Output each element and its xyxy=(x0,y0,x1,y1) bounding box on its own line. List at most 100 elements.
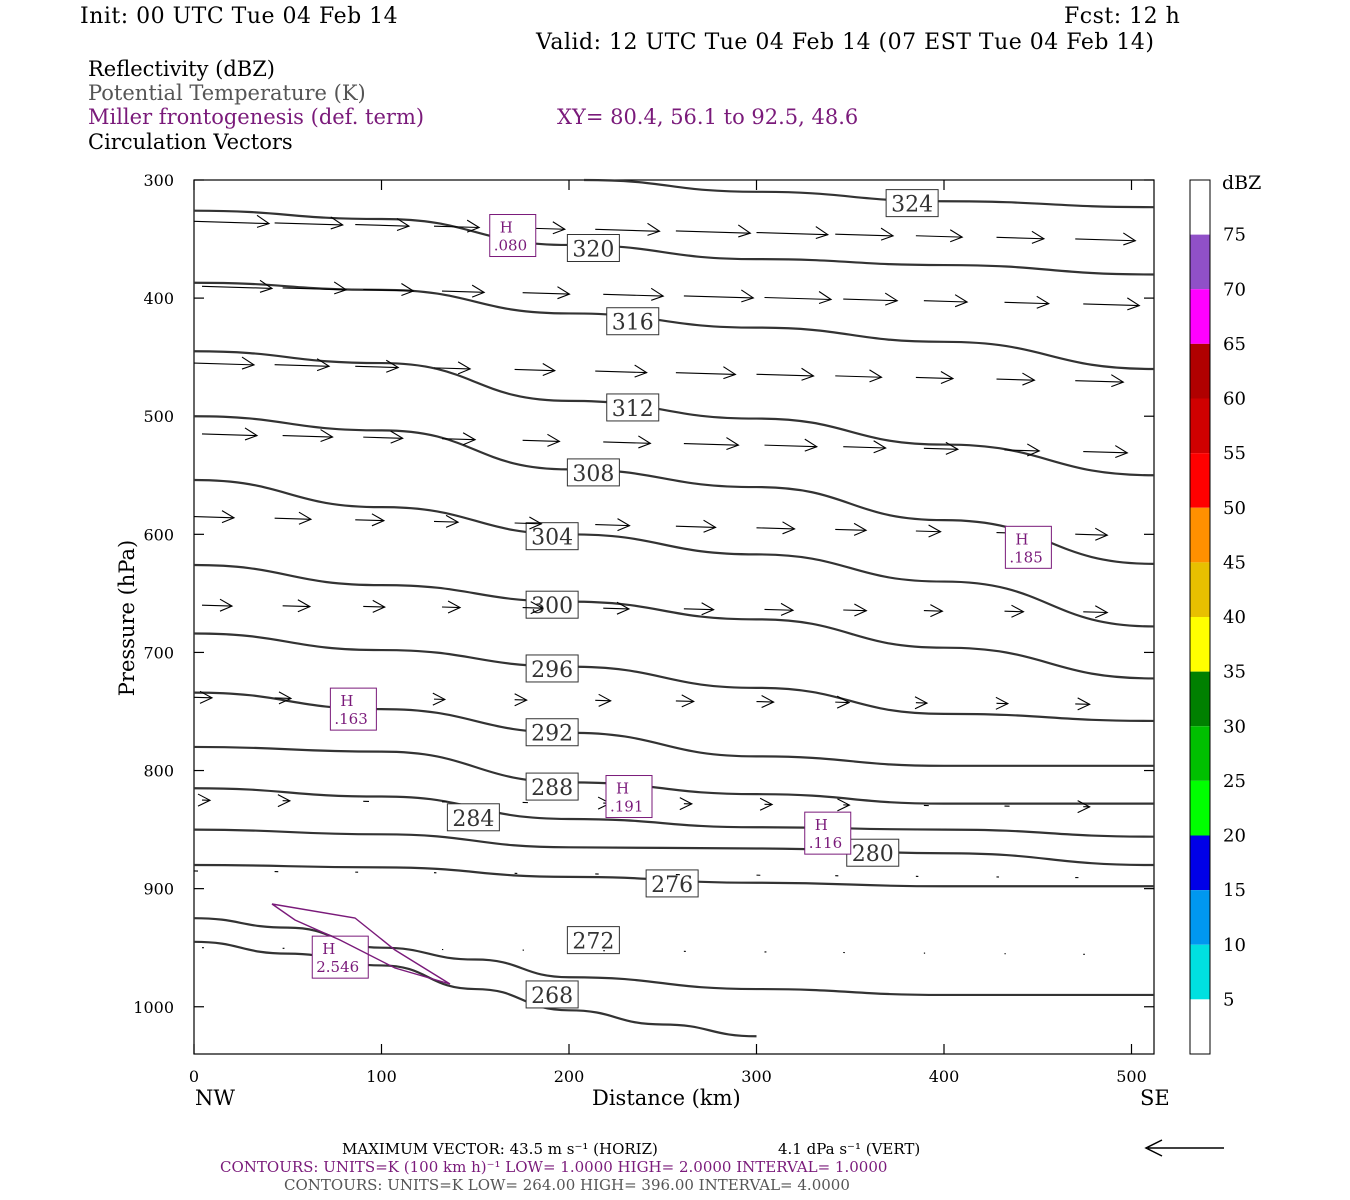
vector-arrowhead xyxy=(471,284,486,298)
vector-arrow xyxy=(603,607,629,610)
vector-arrow xyxy=(282,434,333,438)
vector-arrow xyxy=(193,516,235,519)
vector-arrowhead xyxy=(759,797,774,811)
field-miller: Miller frontogenesis (def. term) xyxy=(88,105,425,129)
vector-arrow xyxy=(595,370,647,374)
vector-arrow xyxy=(595,228,660,232)
vector-arrow xyxy=(201,285,273,289)
vector-arrow xyxy=(522,607,543,609)
x-tick-label: 500 xyxy=(1116,1067,1147,1086)
y-tick-label: 600 xyxy=(143,525,174,544)
vector-arrow xyxy=(675,525,716,528)
vector-arrow xyxy=(675,700,694,702)
vector-arrowhead xyxy=(837,798,851,812)
vector-arrowhead xyxy=(836,695,851,709)
vector-arrowhead xyxy=(514,693,528,707)
vector-arrow xyxy=(996,378,1035,381)
theta-contour-268 xyxy=(193,940,757,1038)
vector-arrowhead xyxy=(954,294,969,308)
vector-arrow xyxy=(683,608,714,611)
x-tick-label: 0 xyxy=(189,1067,199,1086)
vector-arrowhead xyxy=(1011,604,1025,618)
vector-arrowhead xyxy=(447,600,462,614)
vector-arrow xyxy=(522,292,570,295)
theta-label-box xyxy=(846,838,900,867)
forecast-hour: Fcst: 12 h xyxy=(1064,4,1181,29)
vector-arrow xyxy=(1083,303,1140,307)
vector-arrowhead xyxy=(529,516,543,530)
x-tick-label: 200 xyxy=(554,1067,585,1086)
vector-arrow xyxy=(915,235,963,238)
fronto-max-value: .185 xyxy=(1009,548,1042,566)
colorbar-segment xyxy=(1190,835,1210,891)
theta-contour-324 xyxy=(583,178,1155,209)
colorbar-segment xyxy=(1190,999,1210,1054)
vector-arrow xyxy=(683,442,739,446)
vector-arrow xyxy=(355,223,410,227)
vector-arrowhead xyxy=(854,603,868,617)
colorbar-level-label: 20 xyxy=(1223,826,1246,847)
x-axis-left-label: NW xyxy=(195,1086,235,1110)
fronto-max-h: H xyxy=(500,219,513,237)
vector-arrow xyxy=(193,362,255,366)
vector-arrowhead xyxy=(462,432,477,446)
vector-arrowhead xyxy=(330,216,344,230)
theta-contour-296 xyxy=(193,632,1155,723)
vector-arrowhead xyxy=(647,222,661,236)
vector-arrow xyxy=(675,372,736,376)
theta-label-box xyxy=(566,458,620,487)
colorbar-level-label: 45 xyxy=(1223,552,1246,573)
vector-arrowhead xyxy=(1111,374,1125,388)
colorbar-segment xyxy=(1190,944,1210,1000)
theta-contour-284 xyxy=(193,787,1155,838)
theta-label: 320 xyxy=(572,238,614,263)
y-tick-label: 300 xyxy=(143,171,174,190)
vector-arrow xyxy=(1004,301,1049,305)
vector-arrowhead xyxy=(385,359,400,373)
vector-arrow xyxy=(201,604,233,607)
colorbar-level-label: 55 xyxy=(1223,443,1246,464)
field-theta: Potential Temperature (K) xyxy=(88,81,366,105)
theta-label: 324 xyxy=(891,193,933,218)
vector-arrow xyxy=(514,368,555,372)
vector-arrow xyxy=(274,517,311,520)
theta-label-box xyxy=(566,234,620,263)
vector-arrowhead xyxy=(199,690,214,704)
vector-arrow xyxy=(1075,380,1124,383)
theta-label-box xyxy=(525,718,579,747)
vector-arrow xyxy=(835,528,867,531)
vector-arrow xyxy=(835,375,882,378)
vector-arrowhead xyxy=(221,510,236,524)
fronto-contour-loop xyxy=(271,903,451,985)
vector-arrowhead xyxy=(552,221,567,235)
valid-time: Valid: 12 UTC Tue 04 Feb 14 (07 EST Tue … xyxy=(536,30,1155,55)
colorbar-frame xyxy=(1189,179,1211,1055)
theta-contour-300 xyxy=(193,563,1155,680)
vector-arrowhead xyxy=(701,602,715,616)
vector-arrow xyxy=(274,222,343,226)
vector-arrow xyxy=(355,519,384,522)
vector-arrow xyxy=(843,609,867,612)
theta-contour-320 xyxy=(193,209,1155,276)
theta-label: 280 xyxy=(852,842,894,867)
vector-arrowhead xyxy=(634,364,648,378)
colorbar-segment xyxy=(1190,453,1210,508)
vector-arrow xyxy=(764,296,832,301)
vector-arrowhead xyxy=(432,692,447,706)
vector-arrowhead xyxy=(884,292,899,306)
vector-arrow xyxy=(756,700,774,703)
cross-section-xy: XY= 80.4, 56.1 to 92.5, 48.6 xyxy=(557,105,859,129)
vector-arrow xyxy=(363,605,385,608)
theta-label-box xyxy=(645,869,699,898)
vector-arrow xyxy=(675,230,751,234)
vector-arrow xyxy=(193,696,213,699)
colorbar-segment xyxy=(1190,234,1210,290)
vector-arrow xyxy=(764,444,817,448)
vector-arrowhead xyxy=(466,219,481,233)
y-tick-label: 1000 xyxy=(133,998,174,1017)
vector-arrowhead xyxy=(598,693,612,707)
fronto-max-box xyxy=(489,214,537,258)
colorbar-level-label: 30 xyxy=(1223,716,1246,737)
theta-contour-272 xyxy=(193,917,1154,997)
theta-label-box xyxy=(606,307,660,336)
